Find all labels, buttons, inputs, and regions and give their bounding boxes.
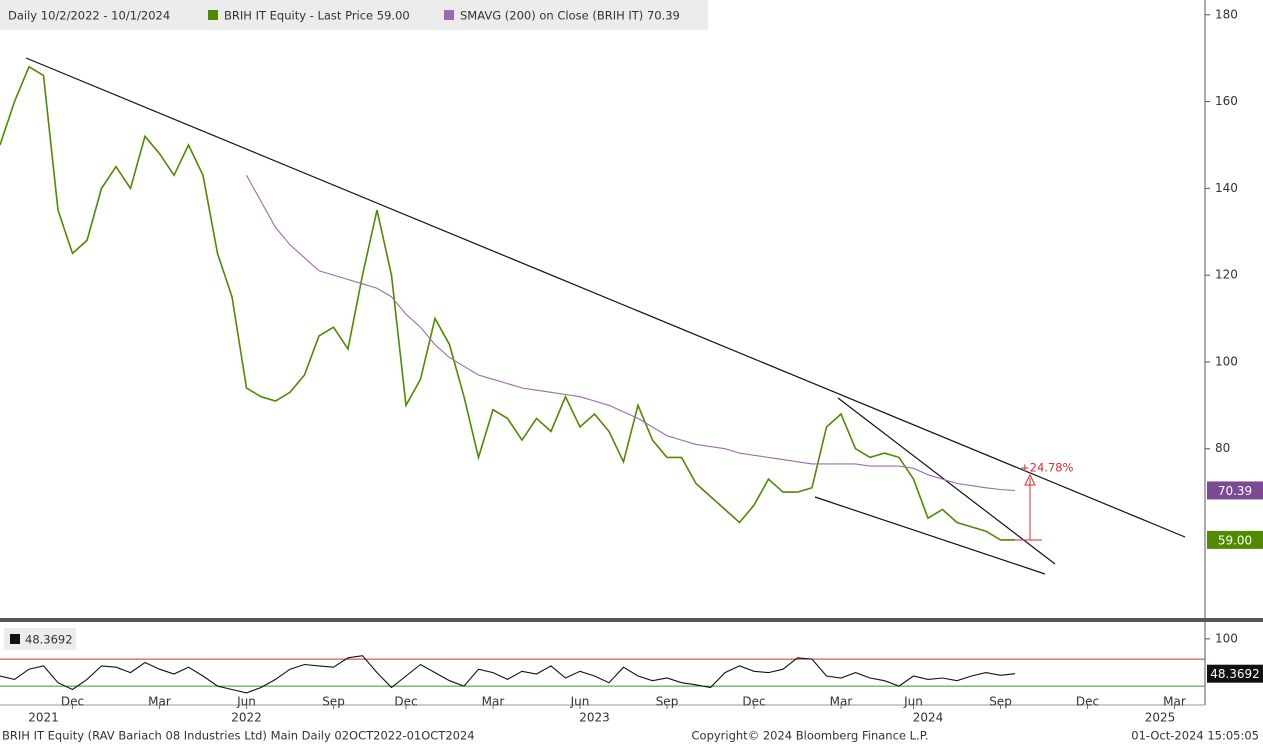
value-tag	[1207, 481, 1263, 500]
legend-box	[0, 0, 708, 30]
legend-swatch	[444, 10, 454, 20]
y-tick-label: 100	[1215, 354, 1238, 368]
x-tick-label: Jun	[570, 695, 590, 709]
legend-price: BRIH IT Equity - Last Price 59.00	[224, 9, 410, 23]
footer-center: Copyright© 2024 Bloomberg Finance L.P.	[692, 729, 929, 743]
x-tick-label: Sep	[322, 695, 345, 709]
value-tag	[1207, 530, 1263, 549]
footer-left: BRIH IT Equity (RAV Bariach 08 Industrie…	[2, 729, 475, 743]
x-year-label: 2022	[231, 711, 262, 725]
series-line	[0, 65, 1015, 541]
annotation-arrow	[1024, 473, 1036, 486]
legend-swatch	[208, 10, 218, 20]
value-tag-label: 59.00	[1218, 533, 1252, 547]
trendline	[837, 397, 1056, 565]
value-tag-label: 70.39	[1218, 484, 1252, 498]
x-tick-label: Dec	[1076, 695, 1099, 709]
x-tick-label: Sep	[656, 695, 679, 709]
x-year-label: 2023	[579, 711, 610, 725]
legend-sma: SMAVG (200) on Close (BRIH IT) 70.39	[460, 9, 680, 23]
y-tick-label: 180	[1215, 7, 1238, 21]
footer-right: 01-Oct-2024 15:05:05	[1131, 729, 1259, 743]
x-tick-label: Dec	[61, 695, 84, 709]
legend-swatch	[10, 634, 20, 644]
y-tick-label: 100	[1215, 631, 1238, 645]
trendline	[25, 57, 1186, 538]
value-tag	[1207, 664, 1263, 683]
annotation: +24.78%	[1020, 461, 1074, 475]
x-year-label: 2021	[28, 711, 59, 725]
series-line	[0, 655, 1016, 694]
x-year-label: 2025	[1145, 711, 1176, 725]
rsi-legend-box	[4, 628, 76, 650]
x-year-label: 2024	[913, 711, 944, 725]
x-tick-label: Mar	[1163, 695, 1186, 709]
series-line	[246, 175, 1016, 492]
x-tick-label: Dec	[394, 695, 417, 709]
x-tick-label: Sep	[989, 695, 1012, 709]
x-tick-label: Mar	[830, 695, 853, 709]
x-tick-label: Mar	[482, 695, 505, 709]
y-tick-label: 140	[1215, 181, 1238, 195]
value-tag-label: 48.3692	[1210, 667, 1260, 681]
panel-separator	[0, 618, 1263, 622]
rsi-legend: 48.3692	[25, 633, 73, 647]
legend-range: Daily 10/2/2022 - 10/1/2024	[8, 9, 170, 23]
x-tick-label: Mar	[148, 695, 171, 709]
trendline	[814, 496, 1046, 575]
x-tick-label: Jun	[903, 695, 923, 709]
y-tick-label: 120	[1215, 268, 1238, 282]
x-tick-label: Dec	[742, 695, 765, 709]
y-tick-label: 80	[1215, 441, 1230, 455]
y-tick-label: 160	[1215, 94, 1238, 108]
x-tick-label: Jun	[236, 695, 256, 709]
